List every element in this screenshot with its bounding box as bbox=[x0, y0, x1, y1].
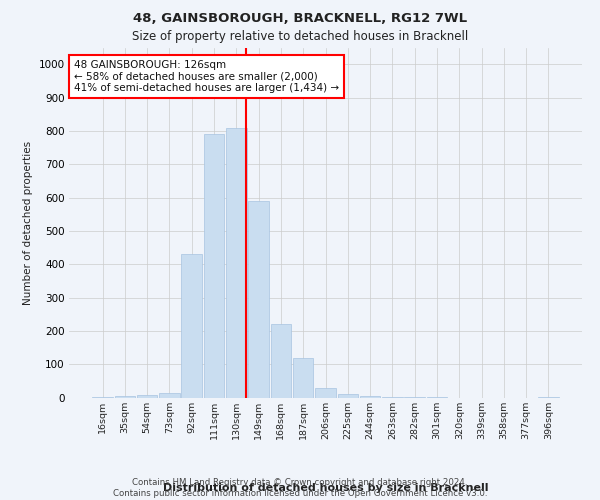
Text: 48 GAINSBOROUGH: 126sqm
← 58% of detached houses are smaller (2,000)
41% of semi: 48 GAINSBOROUGH: 126sqm ← 58% of detache… bbox=[74, 60, 339, 93]
Bar bbox=[181, 254, 202, 398]
Bar bbox=[538, 397, 559, 398]
Bar bbox=[115, 396, 135, 398]
Bar bbox=[338, 394, 358, 398]
Text: 48, GAINSBOROUGH, BRACKNELL, RG12 7WL: 48, GAINSBOROUGH, BRACKNELL, RG12 7WL bbox=[133, 12, 467, 26]
Y-axis label: Number of detached properties: Number of detached properties bbox=[23, 140, 33, 304]
Bar bbox=[360, 396, 380, 398]
Bar bbox=[315, 388, 336, 398]
X-axis label: Distribution of detached houses by size in Bracknell: Distribution of detached houses by size … bbox=[163, 483, 488, 493]
Bar bbox=[382, 397, 403, 398]
Bar bbox=[248, 201, 269, 398]
Bar bbox=[293, 358, 313, 398]
Bar bbox=[159, 392, 180, 398]
Bar bbox=[226, 128, 247, 398]
Text: Size of property relative to detached houses in Bracknell: Size of property relative to detached ho… bbox=[132, 30, 468, 43]
Bar bbox=[271, 324, 291, 398]
Bar bbox=[92, 397, 113, 398]
Bar bbox=[137, 395, 157, 398]
Bar bbox=[204, 134, 224, 398]
Text: Contains HM Land Registry data © Crown copyright and database right 2024.
Contai: Contains HM Land Registry data © Crown c… bbox=[113, 478, 487, 498]
